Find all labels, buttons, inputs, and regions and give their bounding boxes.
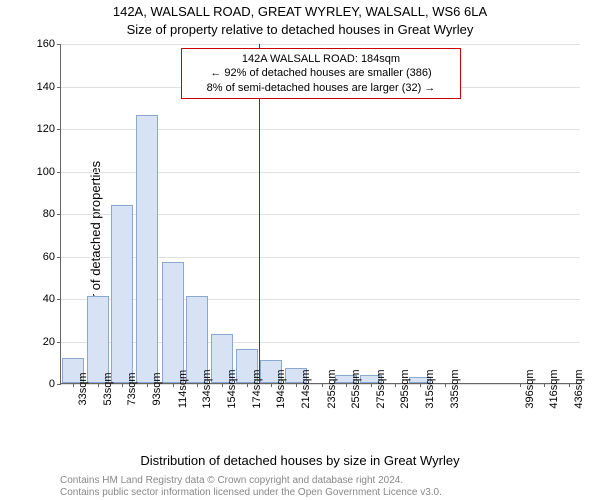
x-tick-mark (73, 383, 74, 387)
histogram-bar (136, 115, 158, 383)
x-tick-mark (569, 383, 570, 387)
x-tick-label: 416sqm (548, 369, 560, 408)
y-tick-mark (57, 257, 61, 258)
x-tick-label: 134sqm (201, 369, 213, 408)
y-tick-label: 140 (37, 81, 55, 93)
y-tick-label: 80 (43, 208, 55, 220)
x-tick-mark (197, 383, 198, 387)
x-tick-mark (395, 383, 396, 387)
x-tick-label: 295sqm (399, 369, 411, 408)
x-tick-mark (98, 383, 99, 387)
annotation-line: ← 92% of detached houses are smaller (38… (188, 66, 454, 80)
x-tick-label: 53sqm (102, 372, 114, 405)
plot-area: 02040608010012014016033sqm53sqm73sqm93sq… (60, 44, 580, 384)
x-tick-mark (520, 383, 521, 387)
x-tick-label: 93sqm (151, 372, 163, 405)
x-tick-label: 315sqm (424, 369, 436, 408)
y-tick-mark (57, 172, 61, 173)
x-tick-mark (173, 383, 174, 387)
x-tick-mark (371, 383, 372, 387)
x-tick-label: 33sqm (77, 372, 89, 405)
x-tick-mark (271, 383, 272, 387)
x-tick-mark (420, 383, 421, 387)
x-tick-mark (445, 383, 446, 387)
x-tick-mark (122, 383, 123, 387)
x-tick-label: 275sqm (375, 369, 387, 408)
x-tick-label: 114sqm (177, 370, 189, 408)
x-tick-label: 154sqm (226, 369, 238, 408)
x-tick-label: 335sqm (449, 369, 461, 408)
y-tick-mark (57, 299, 61, 300)
y-tick-mark (57, 44, 61, 45)
y-tick-label: 0 (49, 378, 55, 390)
y-tick-mark (57, 214, 61, 215)
x-tick-label: 396sqm (524, 369, 536, 408)
x-tick-label: 255sqm (350, 369, 362, 408)
gridline (61, 44, 580, 45)
x-tick-mark (296, 383, 297, 387)
y-tick-mark (57, 129, 61, 130)
footer-licence: Contains public sector information licen… (60, 487, 442, 498)
y-tick-label: 100 (37, 166, 55, 178)
x-tick-mark (346, 383, 347, 387)
x-tick-label: 174sqm (251, 369, 263, 408)
x-tick-mark (222, 383, 223, 387)
annotation-line: 142A WALSALL ROAD: 184sqm (188, 52, 454, 66)
y-tick-mark (57, 384, 61, 385)
y-tick-label: 40 (43, 293, 55, 305)
annotation-line: 8% of semi-detached houses are larger (3… (188, 81, 454, 95)
x-tick-label: 194sqm (275, 369, 287, 408)
x-tick-mark (322, 383, 323, 387)
histogram-bar (162, 262, 184, 383)
y-tick-mark (57, 87, 61, 88)
x-tick-label: 214sqm (300, 369, 312, 408)
y-tick-label: 160 (37, 38, 55, 50)
footer-copyright: Contains HM Land Registry data © Crown c… (60, 475, 403, 486)
annotation-box: 142A WALSALL ROAD: 184sqm← 92% of detach… (181, 48, 461, 99)
x-tick-label: 436sqm (573, 369, 585, 408)
y-tick-label: 60 (43, 251, 55, 263)
x-tick-mark (147, 383, 148, 387)
y-tick-mark (57, 342, 61, 343)
x-tick-label: 235sqm (326, 369, 338, 408)
y-tick-label: 120 (37, 123, 55, 135)
y-tick-label: 20 (43, 336, 55, 348)
x-tick-label: 73sqm (126, 372, 138, 405)
x-axis-label: Distribution of detached houses by size … (0, 453, 600, 468)
gridline (61, 384, 580, 385)
x-tick-mark (544, 383, 545, 387)
histogram-bar (87, 296, 109, 383)
histogram-bar (111, 205, 133, 384)
x-tick-mark (247, 383, 248, 387)
